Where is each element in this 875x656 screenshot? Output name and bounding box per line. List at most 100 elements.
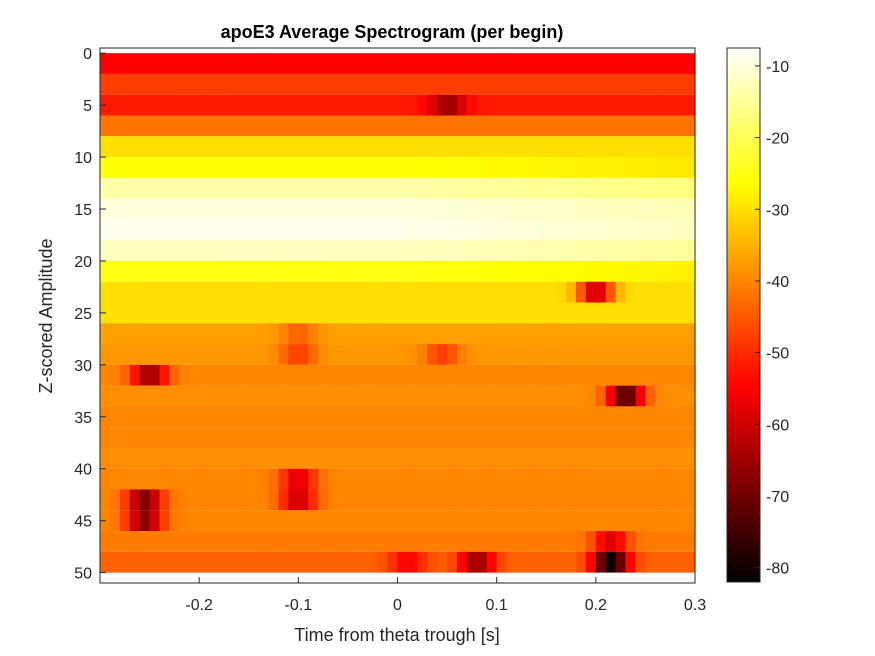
- heatmap-row: [100, 385, 696, 407]
- heatmap-cell: [655, 136, 666, 158]
- heatmap-cell: [566, 157, 577, 178]
- heatmap-cell: [189, 344, 200, 365]
- heatmap-cell: [585, 219, 597, 241]
- heatmap-cell: [109, 385, 121, 407]
- heatmap-cell: [576, 53, 587, 74]
- heatmap-cell: [486, 73, 498, 95]
- heatmap-cell: [169, 177, 180, 199]
- heatmap-cell: [645, 240, 656, 261]
- heatmap-cell: [457, 364, 468, 386]
- heatmap-cell: [109, 551, 121, 573]
- heatmap-row: [100, 302, 696, 324]
- heatmap-cell: [457, 531, 468, 552]
- heatmap-cell: [228, 344, 240, 365]
- heatmap-cell: [685, 427, 696, 448]
- heatmap-cell: [258, 385, 270, 407]
- heatmap-cell: [258, 531, 270, 552]
- heatmap-cell: [139, 115, 151, 137]
- heatmap-cell: [199, 198, 210, 220]
- heatmap-cell: [615, 240, 627, 261]
- heatmap-cell: [129, 551, 141, 573]
- heatmap-cell: [476, 531, 488, 552]
- heatmap-cell: [407, 531, 418, 552]
- heatmap-cell: [595, 177, 607, 199]
- heatmap-cell: [655, 198, 666, 220]
- heatmap-cell: [288, 73, 299, 95]
- heatmap: [100, 53, 696, 573]
- heatmap-cell: [417, 53, 428, 74]
- heatmap-cell: [377, 385, 389, 407]
- heatmap-cell: [595, 115, 607, 137]
- heatmap-cell: [199, 157, 210, 178]
- heatmap-cell: [675, 323, 686, 345]
- heatmap-cell: [516, 364, 528, 386]
- heatmap-cell: [427, 281, 438, 303]
- heatmap-cell: [367, 385, 379, 407]
- heatmap-cell: [457, 323, 468, 345]
- heatmap-cell: [655, 551, 666, 573]
- heatmap-cell: [526, 385, 537, 407]
- heatmap-cell: [407, 406, 418, 428]
- heatmap-cell: [486, 468, 498, 490]
- heatmap-cell: [665, 136, 676, 158]
- heatmap-cell: [109, 323, 121, 345]
- heatmap-cell: [278, 510, 290, 532]
- heatmap-cell: [318, 489, 329, 511]
- heatmap-cell: [298, 551, 309, 573]
- heatmap-cell: [109, 198, 121, 220]
- heatmap-cell: [397, 364, 409, 386]
- heatmap-cell: [566, 53, 577, 74]
- heatmap-cell: [347, 281, 359, 303]
- heatmap-cell: [585, 198, 597, 220]
- heatmap-cell: [685, 136, 696, 158]
- heatmap-cell: [109, 157, 121, 178]
- heatmap-cell: [219, 344, 230, 365]
- heatmap-cell: [615, 219, 627, 241]
- heatmap-cell: [169, 468, 180, 490]
- heatmap-cell: [238, 157, 250, 178]
- heatmap-cell: [219, 385, 230, 407]
- heatmap-cell: [427, 177, 438, 199]
- heatmap-cell: [427, 115, 438, 137]
- colorbar-tick-label: -10: [766, 59, 789, 76]
- heatmap-cell: [318, 385, 329, 407]
- heatmap-cell: [338, 427, 349, 448]
- heatmap-cell: [119, 551, 131, 573]
- heatmap-cell: [615, 447, 627, 469]
- heatmap-cell: [387, 94, 399, 116]
- heatmap-cell: [536, 219, 547, 241]
- heatmap-cell: [437, 157, 448, 178]
- heatmap-cell: [387, 364, 399, 386]
- heatmap-cell: [516, 157, 528, 178]
- heatmap-cell: [466, 240, 478, 261]
- heatmap-cell: [506, 177, 518, 199]
- heatmap-cell: [377, 240, 389, 261]
- heatmap-cell: [109, 53, 121, 74]
- heatmap-cell: [328, 531, 339, 552]
- heatmap-cell: [139, 406, 151, 428]
- heatmap-cell: [506, 302, 518, 324]
- heatmap-cell: [546, 157, 557, 178]
- heatmap-cell: [635, 281, 647, 303]
- heatmap-cell: [645, 468, 656, 490]
- heatmap-cell: [506, 468, 518, 490]
- heatmap-cell: [546, 240, 557, 261]
- heatmap-cell: [625, 53, 637, 74]
- heatmap-cell: [466, 73, 478, 95]
- heatmap-cell: [496, 73, 508, 95]
- heatmap-cell: [457, 489, 468, 511]
- heatmap-cell: [387, 157, 399, 178]
- heatmap-cell: [169, 240, 180, 261]
- heatmap-cell: [328, 73, 339, 95]
- heatmap-cell: [338, 94, 349, 116]
- heatmap-cell: [119, 447, 131, 469]
- chart-title: apoE3 Average Spectrogram (per begin): [221, 22, 564, 42]
- heatmap-cell: [595, 323, 607, 345]
- heatmap-cell: [328, 406, 339, 428]
- heatmap-cell: [615, 489, 627, 511]
- heatmap-cell: [169, 219, 180, 241]
- heatmap-cell: [248, 177, 260, 199]
- heatmap-cell: [506, 385, 518, 407]
- heatmap-cell: [585, 385, 597, 407]
- heatmap-cell: [546, 219, 557, 241]
